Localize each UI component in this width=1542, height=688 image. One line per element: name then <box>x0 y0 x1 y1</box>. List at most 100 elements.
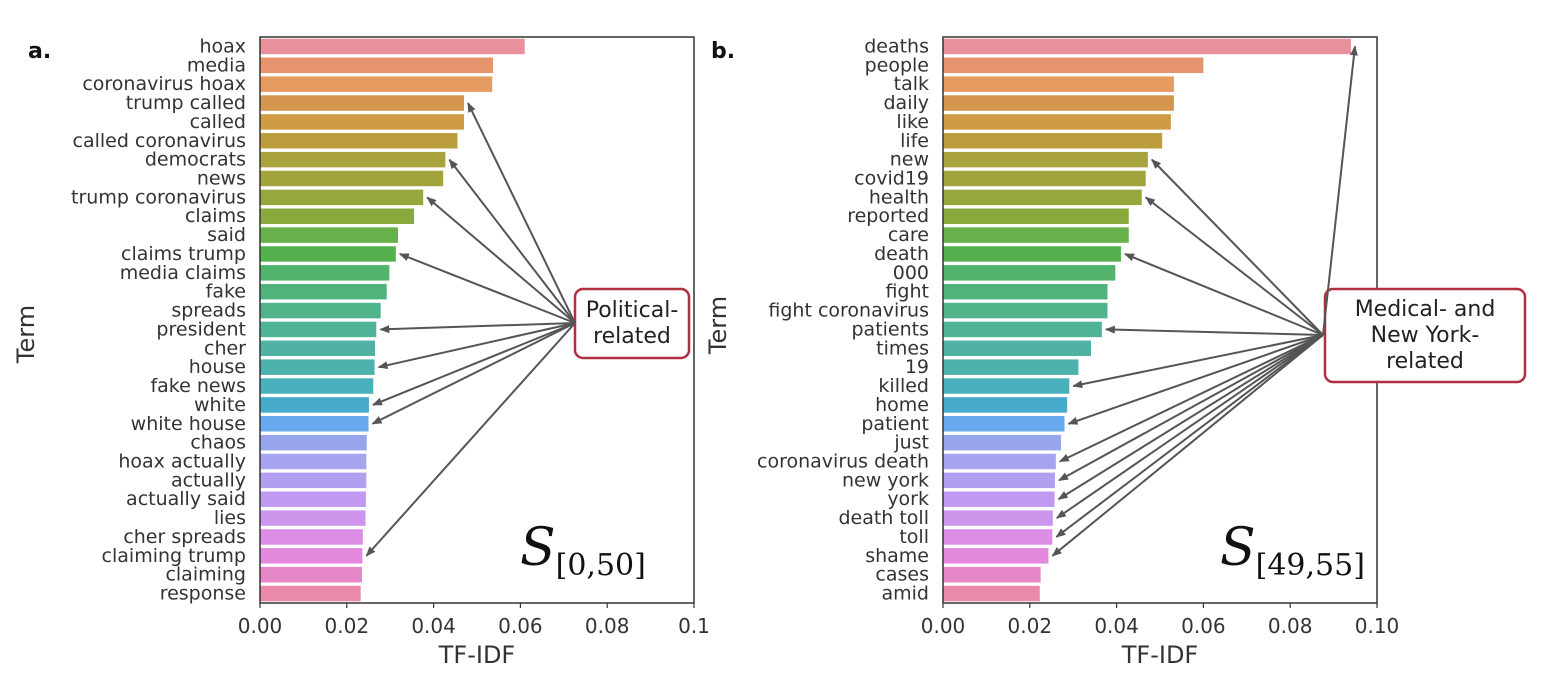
x-axis-title: TF-IDF <box>1121 641 1199 669</box>
y-tick-label: people <box>865 54 929 76</box>
bar-cher-spreads <box>260 529 363 545</box>
callout-arrow <box>1051 334 1324 557</box>
annotation-symbol: S[49,55] <box>1220 518 1365 583</box>
bar-news <box>260 170 444 187</box>
y-tick-label: reported <box>847 205 929 227</box>
bar-like <box>943 114 1171 130</box>
y-tick-label: trump coronavirus <box>71 186 246 208</box>
bar-house <box>260 359 375 375</box>
y-tick-label: health <box>869 186 929 208</box>
callout-arrow <box>1067 334 1324 425</box>
y-tick-label: 000 <box>893 262 929 284</box>
bar-coronavirus-hoax <box>260 76 493 92</box>
bar-people <box>943 57 1204 74</box>
y-tick-label: amid <box>882 583 930 605</box>
bar-fight-coronavirus <box>943 302 1108 319</box>
y-tick-label: hoax <box>199 35 246 57</box>
callout-arrow <box>365 322 576 557</box>
bar-actually-said <box>260 491 366 507</box>
bar-toll <box>943 529 1053 545</box>
y-axis-title: Term <box>12 305 40 364</box>
bar-shame <box>943 548 1049 564</box>
panel-label: a. <box>28 39 51 64</box>
callout-arrow <box>1151 158 1324 336</box>
callout-arrow <box>1057 334 1324 501</box>
callout-arrows <box>365 102 576 557</box>
bar-fake <box>260 283 387 300</box>
callout-arrow <box>377 322 576 370</box>
callout-text-line: Medical- and <box>1355 297 1496 322</box>
bar-covid19 <box>943 170 1146 187</box>
y-tick-label: death <box>874 243 929 265</box>
y-tick-label: patients <box>851 318 929 340</box>
bar-called-coronavirus <box>260 133 458 149</box>
bar-patient <box>943 416 1065 432</box>
annotation-symbol-subscript: [49,55] <box>1256 548 1365 583</box>
y-tick-label: killed <box>878 375 929 397</box>
x-tick-label: 0.06 <box>498 614 543 638</box>
annotation-symbol-letter: S <box>1220 518 1256 578</box>
bar-york <box>943 491 1055 507</box>
callout-arrow <box>426 196 576 324</box>
x-tick-label: 0.04 <box>1094 614 1139 638</box>
y-tick-label: called coronavirus <box>73 130 247 152</box>
callout-arrow <box>1144 196 1324 336</box>
bar-health <box>943 189 1142 206</box>
x-tick-label: 0.06 <box>1181 614 1226 638</box>
x-ticks: 0.00 0.02 0.04 0.06 0.08 0.1 <box>238 603 710 638</box>
y-tick-label: response <box>160 583 246 605</box>
y-tick-label: covid19 <box>854 168 929 190</box>
callout-arrow <box>371 322 576 425</box>
bars <box>260 38 525 602</box>
y-tick-label: fight coronavirus <box>768 300 929 322</box>
y-tick-label: patient <box>861 413 929 435</box>
bar-claiming <box>260 566 362 583</box>
y-tick-label: media <box>187 54 246 76</box>
bar-reported <box>943 208 1129 224</box>
x-tick-label: 0.08 <box>1268 614 1313 638</box>
bar-hoax <box>260 38 525 55</box>
bar-daily <box>943 95 1174 111</box>
x-tick-label: 0.02 <box>325 614 370 638</box>
callout-box <box>1323 287 1527 384</box>
y-tick-label: claiming trump <box>102 545 246 567</box>
y-tick-label: daily <box>883 92 929 114</box>
bar-deaths <box>943 38 1351 55</box>
bar-fight <box>943 283 1108 300</box>
bar-000 <box>943 265 1116 281</box>
x-axis-title: TF-IDF <box>438 641 516 669</box>
bar-home <box>943 397 1068 413</box>
y-tick-label: cases <box>875 564 929 586</box>
bar-said <box>260 227 399 243</box>
callout-arrow <box>398 253 576 324</box>
y-tick-label: like <box>896 111 929 133</box>
x-tick-label: 0.08 <box>585 614 630 638</box>
callout-arrow <box>1072 334 1324 389</box>
bar-fake-news <box>260 378 374 394</box>
bar-lies <box>260 510 366 526</box>
x-tick-label: 0.1 <box>678 614 710 638</box>
y-tick-label: fake <box>206 281 246 303</box>
x-ticks: 0.00 0.02 0.04 0.06 0.08 0.10 <box>921 603 1399 638</box>
callout-text-line: Political- <box>586 298 679 323</box>
bar-democrats <box>260 151 446 168</box>
bar-talk <box>943 76 1174 92</box>
bar-chaos <box>260 434 367 451</box>
y-tick-label: coronavirus hoax <box>82 73 246 95</box>
bar-white-house <box>260 416 369 432</box>
bar-death-toll <box>943 510 1053 526</box>
y-tick-label: cher spreads <box>123 526 246 548</box>
callout-arrow <box>467 102 576 324</box>
callout-arrow <box>1058 334 1324 463</box>
y-tick-label: president <box>156 318 246 340</box>
bar-media-claims <box>260 265 390 281</box>
y-tick-label: said <box>207 224 246 246</box>
y-tick-label: actually said <box>126 488 246 510</box>
bar-white <box>260 397 369 413</box>
callout-arrow <box>1104 325 1324 336</box>
y-tick-label: lies <box>214 507 246 529</box>
y-tick-label: fake news <box>150 375 246 397</box>
y-tick-label: fight <box>885 281 929 303</box>
